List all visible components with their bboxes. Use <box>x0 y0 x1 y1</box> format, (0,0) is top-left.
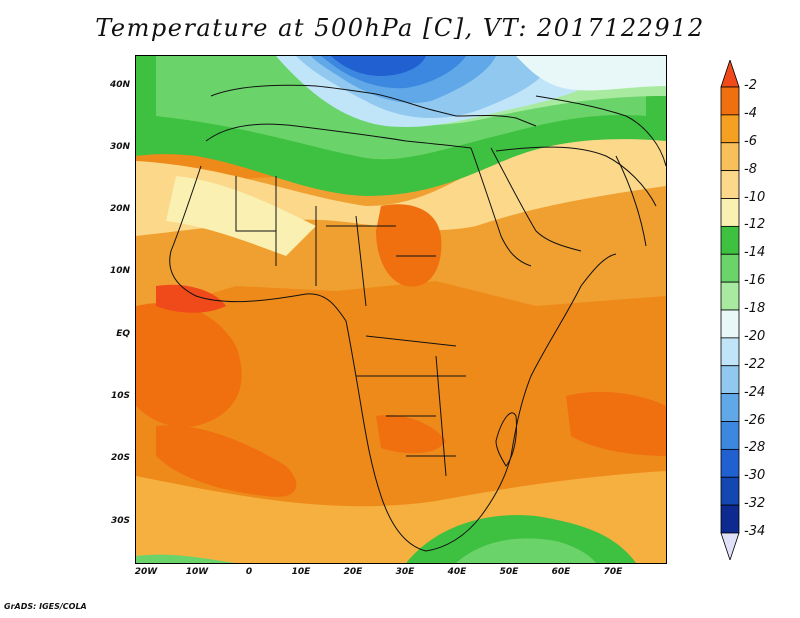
field-hot-westafrica <box>156 284 226 313</box>
field-south-green-inner <box>456 538 596 563</box>
map-plot-area <box>135 55 667 564</box>
field-band-minus30 <box>331 56 426 76</box>
colorbar-tick-label: -32 <box>744 496 766 512</box>
colorbar-segment <box>720 448 740 478</box>
colorbar-tick-label: -24 <box>744 384 766 400</box>
field-warm-southwest <box>156 425 297 497</box>
colorbar-tick-label: -18 <box>744 301 766 316</box>
colorbar-segment <box>720 504 740 534</box>
colorbar-tick-label: -2 <box>744 78 757 93</box>
field-warm-indian-ocean <box>566 391 666 456</box>
colorbar-segment <box>720 393 740 422</box>
med-coast-north <box>210 84 537 127</box>
colorbar-tick-label: -16 <box>744 273 766 289</box>
lat-label-20n: 20N <box>109 204 130 214</box>
coastlines <box>169 84 666 552</box>
lon-label-10e: 10E <box>291 567 311 577</box>
temperature-field <box>136 56 666 563</box>
lon-label-70e: 70E <box>603 567 623 577</box>
asia-coast <box>535 95 666 167</box>
colorbar-tick-label: -10 <box>744 189 766 205</box>
colorbar-segment <box>720 225 740 255</box>
field-band-minus12 <box>166 176 316 256</box>
colorbar-segment <box>720 309 740 339</box>
lat-label-10s: 10S <box>110 391 130 401</box>
africa-outline <box>169 165 617 552</box>
lon-label-10w: 10W <box>185 567 209 577</box>
field-southwest-green <box>136 554 236 563</box>
colorbar-segment <box>720 421 740 450</box>
footer-credit: GrADS: IGES/COLA <box>4 602 87 611</box>
colorbar-tick-label: -12 <box>744 217 766 233</box>
colorbar-segment <box>720 281 740 311</box>
colorbar-segment <box>720 198 740 227</box>
lat-label-30n: 30N <box>109 142 130 152</box>
lon-label-60e: 60E <box>551 567 571 577</box>
lat-label-40n: 40N <box>109 80 130 90</box>
colorbar-tick-label: -26 <box>744 412 766 428</box>
red-sea-west <box>470 147 532 267</box>
country-borders <box>235 176 466 477</box>
lat-label-eq: EQ <box>116 329 130 339</box>
colorbar-tick-label: -34 <box>744 524 766 539</box>
colorbar-segment <box>720 86 740 116</box>
colorbar-segment <box>720 476 740 506</box>
field-band-minus20 <box>516 56 666 91</box>
colorbar-segment <box>720 365 740 395</box>
colorbar <box>720 60 740 560</box>
north-africa-coast <box>205 123 472 149</box>
lat-label-20s: 20S <box>110 453 130 463</box>
colorbar-segment <box>720 337 740 367</box>
colorbar-segment <box>720 170 740 199</box>
india-coast <box>615 155 647 247</box>
colorbar-tick-label: -30 <box>744 468 766 484</box>
colorbar-segment <box>720 114 740 144</box>
colorbar-tick-label: -28 <box>744 440 766 456</box>
colorbar-segment <box>720 142 740 172</box>
colorbar-tick-label: -4 <box>744 105 757 121</box>
colorbar-bottom-arrow <box>720 532 740 560</box>
lon-label-40e: 40E <box>447 567 467 577</box>
colorbar-tick-label: -14 <box>744 245 766 261</box>
lat-label-10n: 10N <box>109 266 130 276</box>
arabia-coast <box>495 146 657 207</box>
field-warm-zambia <box>376 415 446 454</box>
colorbar-segment <box>720 253 740 283</box>
field-warm-sudan <box>376 204 442 287</box>
red-sea-east <box>490 147 582 252</box>
madagascar <box>495 412 517 467</box>
field-warm-west <box>136 302 242 427</box>
colorbar-tick-label: -20 <box>744 328 766 344</box>
lon-label-20e: 20E <box>343 567 363 577</box>
chart-title: Temperature at 500hPa [C], VT: 201712291… <box>95 14 705 42</box>
colorbar-tick-label: -6 <box>744 133 757 149</box>
lon-label-30e: 30E <box>395 567 415 577</box>
colorbar-top-arrow <box>720 60 740 88</box>
lat-label-30s: 30S <box>110 516 130 526</box>
lon-label-0: 0 <box>245 567 253 577</box>
lon-label-50e: 50E <box>499 567 519 577</box>
colorbar-tick-label: -8 <box>744 161 757 177</box>
lon-label-20w: 20W <box>134 567 158 577</box>
colorbar-tick-label: -22 <box>744 356 766 372</box>
